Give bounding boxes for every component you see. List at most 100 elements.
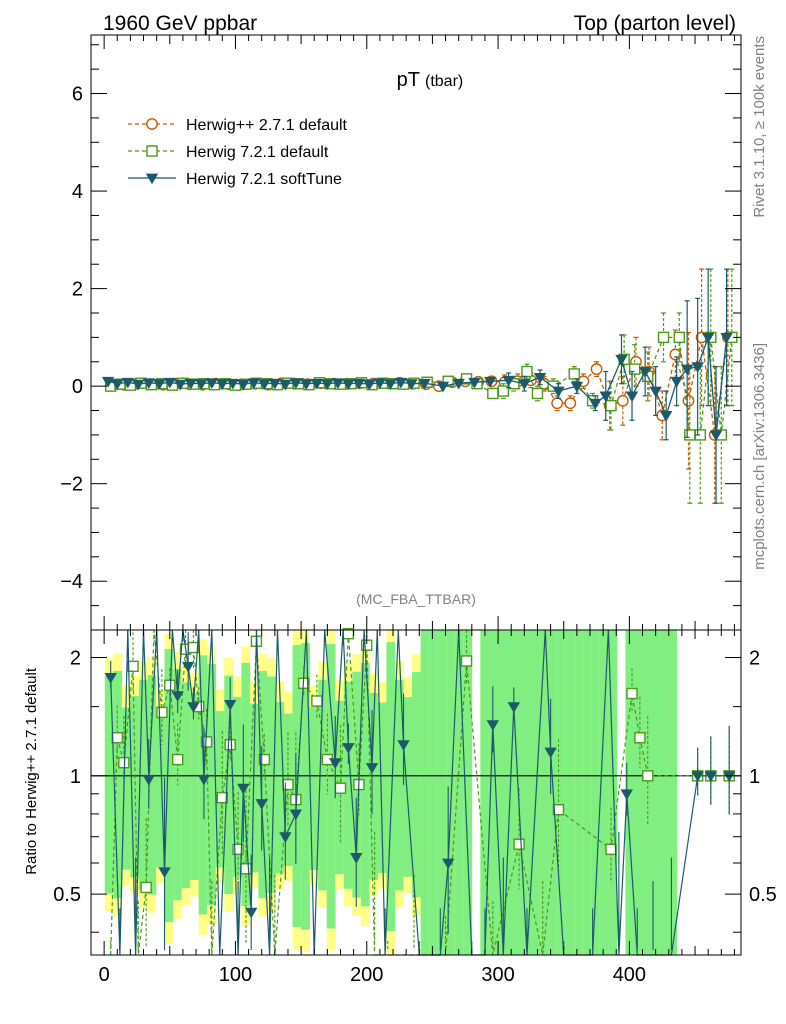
data-point [247,378,261,390]
data-point [310,378,324,390]
uncertainty-band-inner [651,630,660,955]
ratio-data-point [104,673,117,684]
uncertainty-band-inner [591,630,601,955]
data-point [384,379,397,391]
ratio-data-point [282,778,294,791]
data-point [300,379,313,391]
data-point [589,398,602,410]
main-ytick-label: 4 [72,181,83,203]
uncertainty-band-inner [446,630,456,955]
ratio-data-point [111,732,123,744]
data-point [502,375,515,387]
main-ytick-label: −2 [60,474,83,496]
data-point [518,379,531,391]
ratio-ytick-label-left: 1 [70,766,81,788]
data-point [691,362,704,373]
main-ytick-label: −4 [60,571,83,593]
data-point [373,378,387,390]
uncertainty-band-inner [130,696,140,878]
data-point [258,379,271,391]
data-point [605,399,617,412]
legend: Herwig++ 2.7.1 default Herwig 7.2.1 defau… [128,117,348,188]
data-point [497,385,510,397]
ratio-xtick-label: 0 [99,964,110,986]
header-left: 1960 GeV ppbar [103,12,257,35]
ratio-data-point [722,771,736,783]
uncertainty-band-inner [557,630,566,955]
data-point [599,391,612,403]
data-point [132,379,145,391]
ratio-data-point [232,843,244,856]
main-panel: −4 −2 0 2 4 6 pT (tbar) (MC_FBA_TTBAR) Herwig… [60,34,742,631]
uncertainty-band-inner [574,630,584,955]
ratio-data-point [223,699,237,711]
legend-marker [146,118,158,130]
uncertainty-band-inner [582,630,592,955]
data-point [418,378,431,390]
data-point [195,379,208,391]
uncertainty-band-inner [668,630,677,955]
uncertainty-band-inner [318,679,328,891]
data-point [405,379,418,391]
uncertainty-band-inner [642,630,652,955]
uncertainty-band-inner [403,697,413,877]
ratio-data-point [634,732,646,744]
ratio-data-point [460,655,473,667]
data-point [531,387,544,400]
data-point [394,377,408,389]
uncertainty-band-inner [497,630,507,955]
ratio-data-point [171,753,184,766]
uncertainty-band-inner [232,696,242,877]
data-point [184,378,197,390]
data-point [342,379,355,391]
data-point [279,379,292,391]
ratio-xtick-label: 200 [350,964,383,986]
main-ytick-label: 2 [72,279,83,301]
data-point [153,379,166,391]
ratio-axes: 0.5 0.5 1 1 2 2 0 100 200 300 400 [53,630,777,986]
uncertainty-band-inner [540,630,549,955]
analysis-label: (MC_FBA_TTBAR) [356,591,476,607]
data-point [682,394,695,407]
uncertainty-band-inner [659,630,669,955]
uncertainty-band-inner [488,630,498,955]
main-series-layer [101,268,738,504]
ratio-ytick-label-right: 2 [749,648,760,670]
data-point [551,397,564,410]
data-point [442,375,454,387]
data-point [701,332,715,344]
uncertainty-band-inner [215,711,225,868]
uncertainty-band-inner [224,675,234,895]
data-point [237,379,250,391]
uncertainty-band-inner [249,703,259,873]
uncertainty-band-inner [138,679,148,891]
uncertainty-band-inner [343,681,353,889]
uncertainty-band-inner [480,630,490,955]
data-point [670,376,683,388]
data-point [615,354,628,366]
ratio-ytick-label-right: 1 [749,766,760,788]
data-point [174,379,187,391]
ratio-data-point [311,695,323,707]
data-point [331,378,345,390]
data-point [649,386,662,398]
ratio-data-point [441,858,455,870]
uncertainty-band-inner [207,663,217,906]
uncertainty-band-inner [181,682,191,889]
ratio-data-point [289,809,303,821]
data-point [452,378,465,390]
ratio-xtick-label: 400 [613,964,646,986]
data-point [352,378,366,390]
ratio-data-point [258,753,271,766]
ratio-data-point [486,720,500,731]
legend-label: Herwig 7.2.1 softTune [186,171,342,188]
uncertainty-band-inner [608,630,618,955]
ratio-data-point [544,747,557,759]
uncertainty-band-inner [104,676,114,894]
uncertainty-band-inner [147,675,157,895]
ratio-data-point [365,763,379,774]
ratio-data-point [156,706,168,719]
data-point [521,365,533,378]
ratio-ylabel: Ratio to Herwig++ 2.7.1 default [23,667,40,875]
ratio-data-point [279,832,292,843]
